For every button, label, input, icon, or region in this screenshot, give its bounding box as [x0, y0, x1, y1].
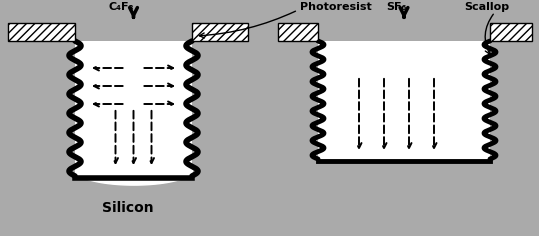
Bar — [8, 23, 75, 41]
Text: Scallop: Scallop — [465, 2, 509, 12]
Bar — [75, 41, 192, 170]
Bar — [318, 41, 490, 161]
Bar — [278, 23, 318, 41]
Bar — [490, 23, 532, 41]
Text: Silicon: Silicon — [102, 201, 154, 215]
Text: C₄F₈: C₄F₈ — [109, 2, 134, 12]
Text: Photoresist: Photoresist — [300, 2, 372, 12]
Bar — [278, 23, 532, 236]
Text: SF₆: SF₆ — [386, 2, 406, 12]
Bar — [8, 23, 248, 236]
Bar — [75, 41, 192, 178]
Bar — [192, 23, 248, 41]
